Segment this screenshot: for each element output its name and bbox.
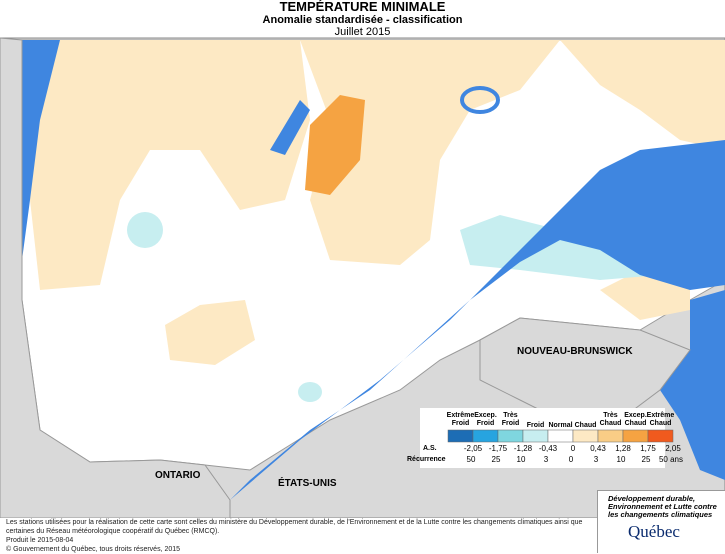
legend-as-value: -1,75 [489, 444, 508, 453]
st-lawrence [230, 140, 725, 500]
logo-name: Québec [628, 522, 680, 541]
legend-class-label: Froid [527, 422, 545, 429]
legend-recurrence-value: 0 [569, 455, 574, 464]
logo-ministry: Développement durable, Environnement et … [608, 494, 717, 519]
legend-as-value: 1,75 [640, 444, 656, 453]
lake [460, 86, 500, 114]
lake [270, 100, 310, 155]
new-brunswick [479, 317, 691, 421]
warm-zone [22, 40, 310, 290]
footer-note: Les stations utilisées pour la réalisati… [6, 519, 583, 535]
legend: A.S. Récurrence Extrême Froid -2,05 50 Excep. F… [407, 408, 683, 468]
legend-as-value: 1,28 [615, 444, 631, 453]
legend-class-label: Très Froid [502, 412, 520, 427]
subtitle: Anomalie standardisée - classification [262, 14, 463, 26]
legend-swatch [572, 429, 599, 443]
legend-swatch [472, 429, 499, 443]
legend-class-label: Excep. Froid [474, 412, 497, 427]
legend-recurrence-value: 10 [517, 455, 526, 464]
footer-produced: Produit le 2015-08-04 [6, 537, 74, 544]
legend-recurrence-value: 3 [544, 455, 549, 464]
cool-zone [298, 382, 322, 402]
map: ONTARIO ÉTATS-UNIS NOUVEAU-BRUNSWICK A.S… [0, 37, 725, 518]
legend-as-value: 0,43 [590, 444, 606, 453]
map-label: ÉTATS-UNIS [278, 476, 337, 489]
legend-recurrence-value: 50 ans [659, 455, 683, 464]
legend-class-label: Chaud [575, 422, 597, 429]
legend-as-value: -0,43 [539, 444, 558, 453]
legend-recurrence-value: 50 [467, 455, 476, 464]
footer: Les stations utilisées pour la réalisati… [6, 518, 596, 554]
legend-class-label: Extrême Froid [447, 412, 475, 427]
legend-as-label: A.S. [423, 445, 437, 452]
legend-recurrence-value: 25 [642, 455, 651, 464]
legend-as-value: 2,05 [665, 444, 681, 453]
legend-as-value: 0 [571, 444, 576, 453]
legend-class-label: Normal [548, 422, 572, 429]
title: TEMPÉRATURE MINIMALE [279, 0, 446, 14]
legend-class-label: Excep. Chaud [624, 412, 647, 427]
legend-swatch [447, 429, 474, 443]
warm-zone [165, 300, 255, 365]
legend-swatch [597, 429, 624, 443]
legend-recurrence-label: Récurrence [407, 456, 446, 463]
hudson-bay [22, 40, 60, 260]
map-label: NOUVEAU-BRUNSWICK [517, 346, 633, 357]
ontario [0, 37, 231, 518]
legend-as-value: -2,05 [464, 444, 483, 453]
hot-zone [305, 95, 365, 195]
date: Juillet 2015 [334, 26, 391, 38]
legend-recurrence-value: 10 [617, 455, 626, 464]
legend-as-value: -1,28 [514, 444, 533, 453]
map-label: ONTARIO [155, 470, 201, 481]
header: TEMPÉRATURE MINIMALE Anomalie standardis… [0, 0, 725, 38]
cool-zone [127, 212, 163, 248]
footer-copyright: © Gouvernement du Québec, tous droits ré… [6, 546, 181, 553]
legend-swatch [497, 429, 524, 443]
warm-zone [560, 40, 725, 150]
legend-class-label: Extrême Chaud [647, 412, 675, 427]
legend-swatch [647, 429, 674, 443]
legend-swatch [622, 429, 649, 443]
legend-recurrence-value: 3 [594, 455, 599, 464]
logo: Développement durable, Environnement et … [597, 490, 725, 553]
legend-recurrence-value: 25 [492, 455, 501, 464]
legend-class-label: Très Chaud [600, 412, 622, 427]
legend-swatch [522, 429, 549, 443]
legend-swatch [547, 429, 574, 443]
gulf [660, 290, 725, 480]
